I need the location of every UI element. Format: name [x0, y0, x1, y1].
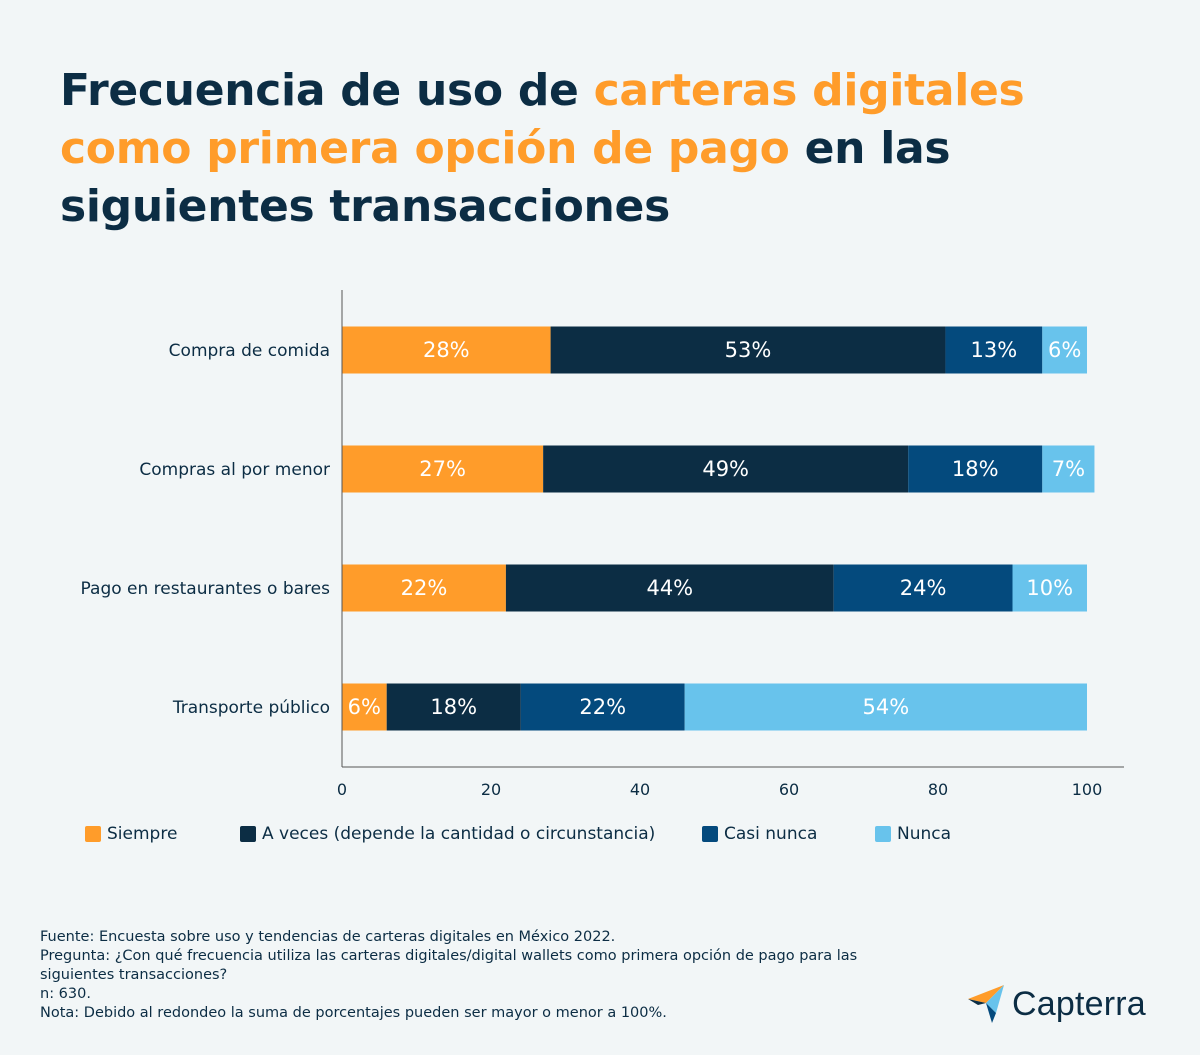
title-highlight: carteras digitales como primera opción d…: [60, 65, 1025, 174]
x-tick-label: 20: [481, 780, 501, 799]
stacked-bar-chart: 28% 53% 13% 6% Compra de comida 27% 49% 18% 7% Co…: [81, 290, 1124, 799]
footer-notes: Fuente: Encuesta sobre uso y tendencias …: [40, 928, 920, 1023]
bar-segment-pago-en-restaurantes-o-bares-2: [833, 564, 1013, 612]
bar-segment-compras-al-por-menor-0: [342, 445, 544, 493]
legend-item-casi-nunca: Casi nunca: [702, 824, 817, 844]
data-label: 18%: [952, 457, 999, 481]
legend-swatch-a-veces: [240, 826, 256, 842]
bar-segment-pago-en-restaurantes-o-bares-3: [1012, 564, 1087, 612]
x-tick-label: 100: [1072, 780, 1103, 799]
data-label: 18%: [430, 695, 477, 719]
data-label: 49%: [702, 457, 749, 481]
title-part-1: Frecuencia de uso de: [60, 65, 594, 116]
x-tick-label: 0: [337, 780, 347, 799]
data-label: 6%: [1048, 338, 1081, 362]
chart-title: Frecuencia de uso de carteras digitales …: [60, 62, 1160, 236]
legend-item-nunca: Nunca: [875, 824, 951, 844]
bar-segment-compras-al-por-menor-1: [543, 445, 909, 493]
data-label: 22%: [579, 695, 626, 719]
x-tick-label: 80: [928, 780, 948, 799]
title-part-3: en las siguientes transacciones: [60, 123, 951, 232]
bar-segment-transporte-publico-1: [386, 683, 521, 731]
data-label: 10%: [1026, 576, 1073, 600]
data-label: 24%: [900, 576, 947, 600]
data-label: 13%: [971, 338, 1018, 362]
legend-label-nunca: Nunca: [897, 824, 952, 844]
bar-segment-transporte-publico-0: [342, 683, 387, 731]
x-tick-label: 40: [630, 780, 650, 799]
data-label: 22%: [401, 576, 448, 600]
footer-question: Pregunta: ¿Con qué frecuencia utiliza la…: [40, 948, 858, 983]
x-tick-label: 60: [779, 780, 799, 799]
bar-segment-compra-de-comida-3: [1042, 326, 1087, 374]
footer-source: Fuente: Encuesta sobre uso y tendencias …: [40, 929, 616, 945]
category-label: Compra de comida: [169, 341, 330, 361]
data-label: 44%: [646, 576, 693, 600]
legend-label-a-veces: A veces (depende la cantidad o circunsta…: [262, 824, 656, 844]
data-label: 53%: [725, 338, 772, 362]
bar-segment-compra-de-comida-0: [342, 326, 551, 374]
legend-swatch-casi-nunca: [702, 826, 718, 842]
bar-segment-compra-de-comida-1: [550, 326, 946, 374]
bar-segment-pago-en-restaurantes-o-bares-1: [505, 564, 834, 612]
category-label: Pago en restaurantes o bares: [81, 579, 331, 599]
brand-name: Capterra: [1012, 984, 1146, 1023]
legend-item-siempre: Siempre: [85, 824, 177, 844]
capterra-arrow-icon: [968, 985, 1004, 1023]
legend-item-a-veces: A veces (depende la cantidad o circunsta…: [240, 824, 655, 844]
category-label: Transporte público: [172, 698, 330, 718]
data-label: 27%: [419, 457, 466, 481]
legend-label-siempre: Siempre: [107, 824, 178, 844]
bar-segment-transporte-publico-3: [684, 683, 1087, 731]
data-label: 28%: [423, 338, 470, 362]
legend-swatch-siempre: [85, 826, 101, 842]
data-label: 54%: [863, 695, 910, 719]
footer-sample-size: n: 630.: [40, 986, 91, 1002]
footer-note: Nota: Debido al redondeo la suma de porc…: [40, 1005, 667, 1021]
legend-swatch-nunca: [875, 826, 891, 842]
bar-segment-compra-de-comida-2: [945, 326, 1043, 374]
bar-segment-compras-al-por-menor-3: [1042, 445, 1095, 493]
bar-segment-compras-al-por-menor-2: [908, 445, 1043, 493]
data-label: 6%: [348, 695, 381, 719]
data-label: 7%: [1052, 457, 1085, 481]
bar-segment-pago-en-restaurantes-o-bares-0: [342, 564, 506, 612]
capterra-logo: Capterra: [966, 983, 1146, 1025]
legend-label-casi-nunca: Casi nunca: [724, 824, 818, 844]
bar-segment-transporte-publico-2: [520, 683, 685, 731]
category-label: Compras al por menor: [139, 460, 330, 480]
